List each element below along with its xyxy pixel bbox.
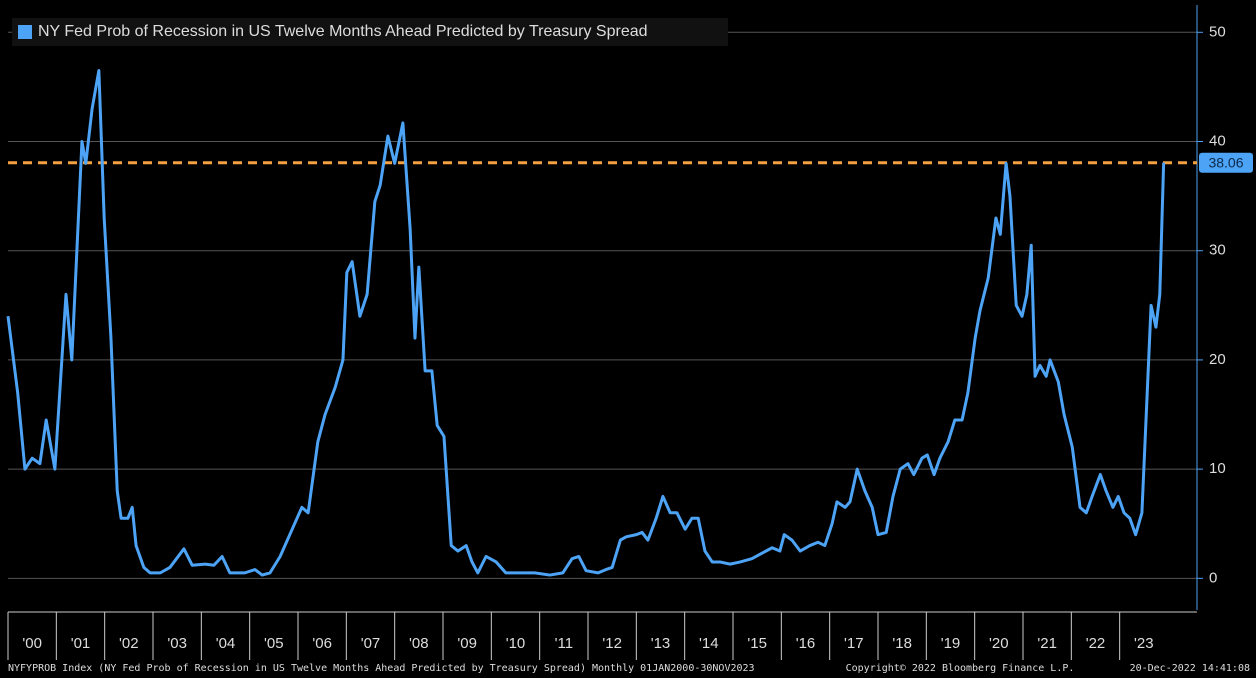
x-tick-label: '00: [22, 635, 42, 652]
x-tick-label: '15: [747, 635, 767, 652]
x-tick-label: '21: [1037, 635, 1057, 652]
x-tick-label: '10: [506, 635, 526, 652]
x-tick-label: '08: [409, 635, 429, 652]
x-tick-label: '23: [1134, 635, 1154, 652]
x-tick-label: '09: [457, 635, 477, 652]
y-tick-label: 50: [1209, 23, 1226, 40]
series-line: [6, 69, 1166, 577]
y-tick-label: 10: [1209, 460, 1226, 477]
x-tick-label: '05: [264, 635, 284, 652]
x-tick-label: '04: [216, 635, 236, 652]
footer-right: 20-Dec-2022 14:41:08: [1130, 663, 1250, 674]
reference-label-box: [1199, 152, 1253, 173]
y-tick-label: 30: [1209, 242, 1226, 259]
reference-label: 38.06: [1208, 154, 1243, 170]
x-tick-label: '16: [796, 635, 816, 652]
x-tick-label: '22: [1086, 635, 1106, 652]
x-tick-label: '12: [602, 635, 622, 652]
x-tick-label: '14: [699, 635, 719, 652]
x-tick-label: '03: [167, 635, 187, 652]
x-tick-label: '06: [312, 635, 332, 652]
x-tick-label: '11: [555, 635, 573, 652]
x-tick-label: '19: [941, 635, 961, 652]
y-tick-label: 20: [1209, 351, 1226, 368]
x-tick-label: '13: [651, 635, 671, 652]
x-tick-label: '01: [71, 635, 91, 652]
legend-label: NY Fed Prob of Recession in US Twelve Mo…: [38, 23, 648, 40]
x-tick-label: '02: [119, 635, 139, 652]
x-tick-label: '18: [892, 635, 912, 652]
x-tick-label: '17: [844, 635, 864, 652]
legend-swatch: [18, 25, 32, 39]
y-tick-label: 40: [1209, 132, 1226, 149]
footer-left: NYFYPROB Index (NY Fed Prob of Recession…: [8, 663, 755, 674]
footer-center: Copyright© 2022 Bloomberg Finance L.P.: [846, 663, 1075, 674]
x-tick-label: '20: [989, 635, 1009, 652]
y-tick-label: 0: [1209, 569, 1217, 586]
legend-bg: [12, 18, 728, 46]
x-tick-label: '07: [361, 635, 381, 652]
